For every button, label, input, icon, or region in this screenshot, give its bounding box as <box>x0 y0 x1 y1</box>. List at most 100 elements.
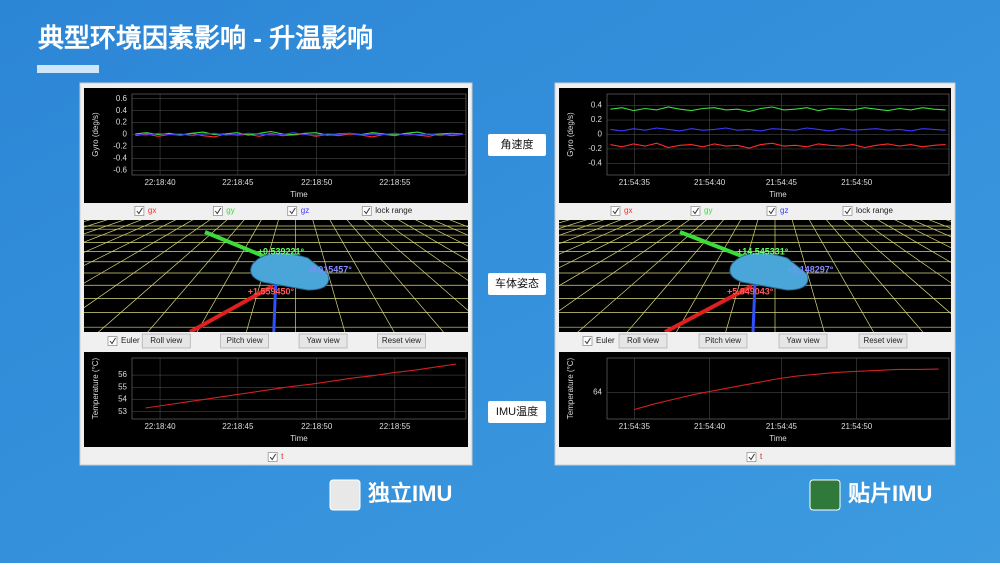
grid-3d-line <box>346 220 444 332</box>
title-bar <box>37 65 99 73</box>
y-tick-label: 0.6 <box>116 94 128 103</box>
checkbox-label: lock range <box>375 206 412 215</box>
x-tick-label: 21:54:35 <box>619 422 651 431</box>
y-axis-label: Gyro (deg/s) <box>566 112 575 157</box>
x-tick-label: 21:54:50 <box>841 178 873 187</box>
attitude-label: +5.849043° <box>727 286 774 296</box>
device-name: 独立IMU <box>368 481 452 506</box>
plot-frame <box>606 357 950 420</box>
check-mark <box>214 207 222 215</box>
grid-3d-line <box>808 220 874 332</box>
grid-3d-line <box>312 220 346 332</box>
x-tick-label: 21:54:50 <box>841 422 873 431</box>
grid-3d-line <box>196 220 262 332</box>
view-button[interactable] <box>618 333 668 349</box>
series-line <box>634 368 939 411</box>
check-mark <box>269 453 277 461</box>
grid-3d-line <box>97 220 228 332</box>
chart-area <box>84 88 468 203</box>
view-button[interactable] <box>698 333 748 349</box>
attitude-label: +14.545331° <box>737 246 789 256</box>
checkbox-label: gy <box>226 206 234 215</box>
x-axis-label: Time <box>769 190 787 199</box>
checkbox <box>287 206 298 216</box>
checkbox <box>690 206 701 216</box>
checkbox-label: gz <box>780 206 788 215</box>
attitude-label: +1.148297° <box>787 264 834 274</box>
grid-3d-line <box>559 220 690 312</box>
check-mark <box>136 207 143 215</box>
button-label: Reset view <box>382 336 421 345</box>
grid-3d-line <box>577 220 707 332</box>
button-label: Roll view <box>150 336 182 345</box>
x-tick-label: 21:54:40 <box>694 178 726 187</box>
y-tick-label: 54 <box>118 395 127 404</box>
grid-3d-line <box>559 220 656 269</box>
checkbox <box>134 206 145 216</box>
check-mark <box>584 337 591 345</box>
row-label: 角速度 <box>501 137 534 151</box>
checkbox <box>842 206 853 216</box>
axis-arrow <box>751 281 757 332</box>
series-line <box>610 106 946 112</box>
button-label: Pitch view <box>705 336 741 345</box>
x-tick-label: 22:18:45 <box>222 178 254 187</box>
check-mark <box>289 207 296 215</box>
check-mark <box>692 207 699 215</box>
checkbox <box>610 206 621 216</box>
x-tick-label: 21:54:45 <box>766 422 798 431</box>
y-tick-label: -0.2 <box>113 142 127 151</box>
y-axis-label: Temperature (°C) <box>566 357 575 419</box>
series-line <box>610 142 946 149</box>
grid-3d <box>559 220 951 332</box>
grid-3d-line <box>380 220 468 281</box>
view-button[interactable] <box>377 333 426 349</box>
checkbox <box>212 206 223 216</box>
x-tick-label: 22:18:50 <box>301 178 333 187</box>
view-button[interactable] <box>778 333 828 349</box>
grid-3d-line <box>329 220 395 332</box>
view-button[interactable] <box>298 333 348 349</box>
view-button[interactable] <box>858 333 908 349</box>
x-axis-label: Time <box>769 434 787 443</box>
grid-3d-line <box>363 220 468 311</box>
check-mark <box>109 337 116 345</box>
button-label: Roll view <box>627 336 659 345</box>
check-mark <box>612 207 619 215</box>
checkbox-label: t <box>281 452 284 461</box>
checkbox-label: gz <box>301 206 309 215</box>
grid-3d-line <box>84 220 177 266</box>
car-model <box>729 252 809 291</box>
grid-3d-line <box>877 220 951 263</box>
attitude-label: -0.015457° <box>308 264 353 274</box>
y-tick-label: 56 <box>118 370 127 379</box>
x-axis-label: Time <box>290 190 308 199</box>
axis-arrow <box>664 284 753 332</box>
attitude-label: +0.539221° <box>258 246 305 256</box>
x-tick-label: 21:54:35 <box>619 178 651 187</box>
checkbox <box>766 206 777 216</box>
grid-3d-line <box>626 220 724 332</box>
chart-area <box>559 88 951 203</box>
series-line <box>610 127 946 132</box>
button-label: Pitch view <box>227 336 263 345</box>
checkbox <box>107 336 118 346</box>
y-tick-label: -0.6 <box>113 165 127 174</box>
grid-3d-line <box>398 220 468 261</box>
car-model <box>250 252 330 291</box>
device-icon <box>809 479 841 511</box>
chart-area <box>559 352 951 447</box>
checkbox-label: lock range <box>856 206 893 215</box>
x-tick-label: 21:54:40 <box>694 422 726 431</box>
row-label-box <box>488 134 546 156</box>
x-axis-label: Time <box>290 434 308 443</box>
axis-arrow <box>272 281 278 332</box>
x-tick-label: 22:18:55 <box>379 422 411 431</box>
y-tick-label: -0.2 <box>588 144 602 153</box>
grid-3d-line <box>843 220 951 315</box>
check-mark <box>748 453 755 461</box>
view-button[interactable] <box>141 333 191 349</box>
row-label: 车体姿态 <box>495 276 539 290</box>
view-button[interactable] <box>220 333 269 349</box>
checkbox-label: t <box>760 452 763 461</box>
